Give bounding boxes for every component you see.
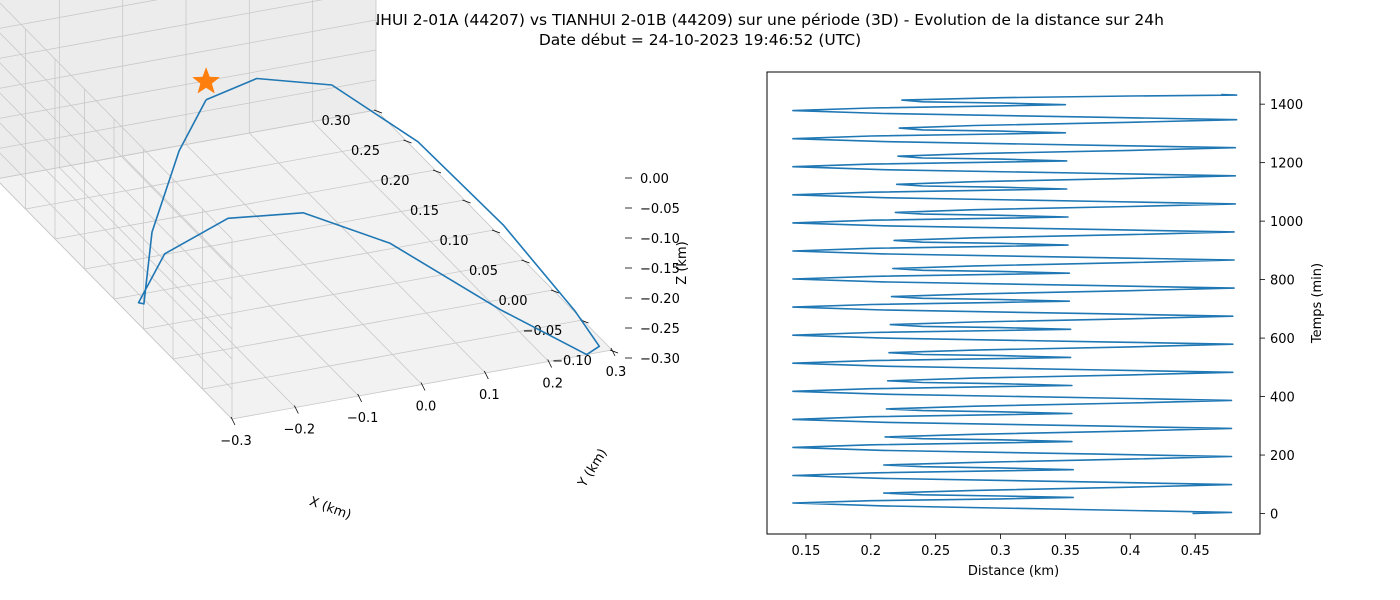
grid-line-y [143,259,524,330]
y-axis-label: Temps (min) [1310,263,1325,344]
grid-line-y [25,139,406,210]
z-axis-label: Z (km) [675,241,690,284]
y-tick [521,259,530,264]
y-tick-label: 1200 [1270,157,1303,172]
y-tick [462,199,471,204]
y-tick-label: 0 [1270,508,1278,523]
y-tick-label: 0.30 [322,114,351,129]
y-tick [491,229,501,234]
z-tick-label: −0.20 [640,292,680,307]
x-tick [420,382,426,391]
z-tick-label: −0.30 [640,352,680,367]
start-star-marker [192,66,221,94]
y-tick-label: −0.10 [552,354,592,369]
grid-line-z [0,79,377,390]
z-tick-label: 0.00 [640,172,669,187]
grid-line-z [0,19,377,330]
grid-line-z [0,0,324,300]
y-axis-label: Y (km) [575,446,611,491]
y-tick [550,289,560,294]
x-tick [483,370,489,380]
y-tick-label: 0.05 [469,264,498,279]
z-tick-label: −0.25 [640,322,680,337]
x-tick-label: 0.15 [791,544,820,559]
x-tick-label: −0.2 [284,423,316,438]
x-tick-label: −0.3 [220,434,252,449]
y-tick-label: 0.15 [410,204,439,219]
grid-line-y [172,289,554,360]
y-tick [373,109,383,114]
z-tick-label: −0.10 [640,232,680,247]
distance-line [792,93,1238,515]
y-tick-label: 1400 [1270,98,1303,113]
y-tick [403,139,412,144]
x-tick-label: 0.1 [479,388,500,403]
x-tick-label: 0.4 [1120,544,1141,559]
x-tick [357,393,363,403]
y-tick-label: 800 [1270,274,1295,289]
x-tick [293,405,299,414]
x-tick-label: 0.3 [990,544,1011,559]
x-tick-label: 0.35 [1051,544,1080,559]
y-tick-label: 1000 [1270,215,1303,230]
trajectory-line [137,77,601,356]
grid-line-y [113,229,495,300]
grid-line-z [0,0,233,270]
y-tick-label: 0.25 [351,144,380,159]
x-tick-label: 0.3 [606,365,627,380]
x-tick [547,359,553,368]
x-tick [610,347,616,357]
x-tick-label: 0.45 [1181,544,1210,559]
y-tick-label: 600 [1270,332,1295,347]
x-tick-label: 0.25 [921,544,950,559]
plot-3d-trajectory: −0.3 −0.2 −0.1 0.0 0.1 0.2 0.3 X (km) −0.10 −0.05… [0,0,690,523]
x-axis-label: Distance (km) [968,564,1059,579]
z-tick-label: −0.15 [640,262,680,277]
plot-area-frame [766,71,1261,535]
x-tick-label: 0.2 [860,544,881,559]
grid-line-y [84,199,465,270]
grid-line-z [0,49,377,360]
x-tick-label: 0.0 [416,400,437,415]
y-tick-label: 0.10 [440,234,469,249]
y-tick-label: 400 [1270,391,1295,406]
z-tick-label: −0.05 [640,202,680,217]
figure-title-line2: Date début = 24-10-2023 19:46:52 (UTC) [539,31,861,49]
y-tick [432,169,442,174]
x-axis-label: X (km) [307,494,353,523]
x-tick-label: 0.2 [542,377,563,392]
grid-line-z [0,2,233,240]
grid-line-y [54,169,436,240]
plot-distance-vs-time: 0.15 0.2 0.25 0.3 0.35 0.4 0.45 0 200 400 600 800 10… [766,71,1325,579]
grid-line-z [0,109,377,420]
y-tick-label: 0.20 [381,174,410,189]
figure-title-line1: Mvt relatif de TIANHUI 2-01A (44207) vs … [236,11,1164,29]
y-tick-label: 200 [1270,449,1295,464]
y-tick-label: 0.00 [499,294,528,309]
x-tick [230,416,236,426]
y-tick [609,349,619,354]
grid-line-y [202,319,583,390]
x-tick-label: −0.1 [347,411,379,426]
